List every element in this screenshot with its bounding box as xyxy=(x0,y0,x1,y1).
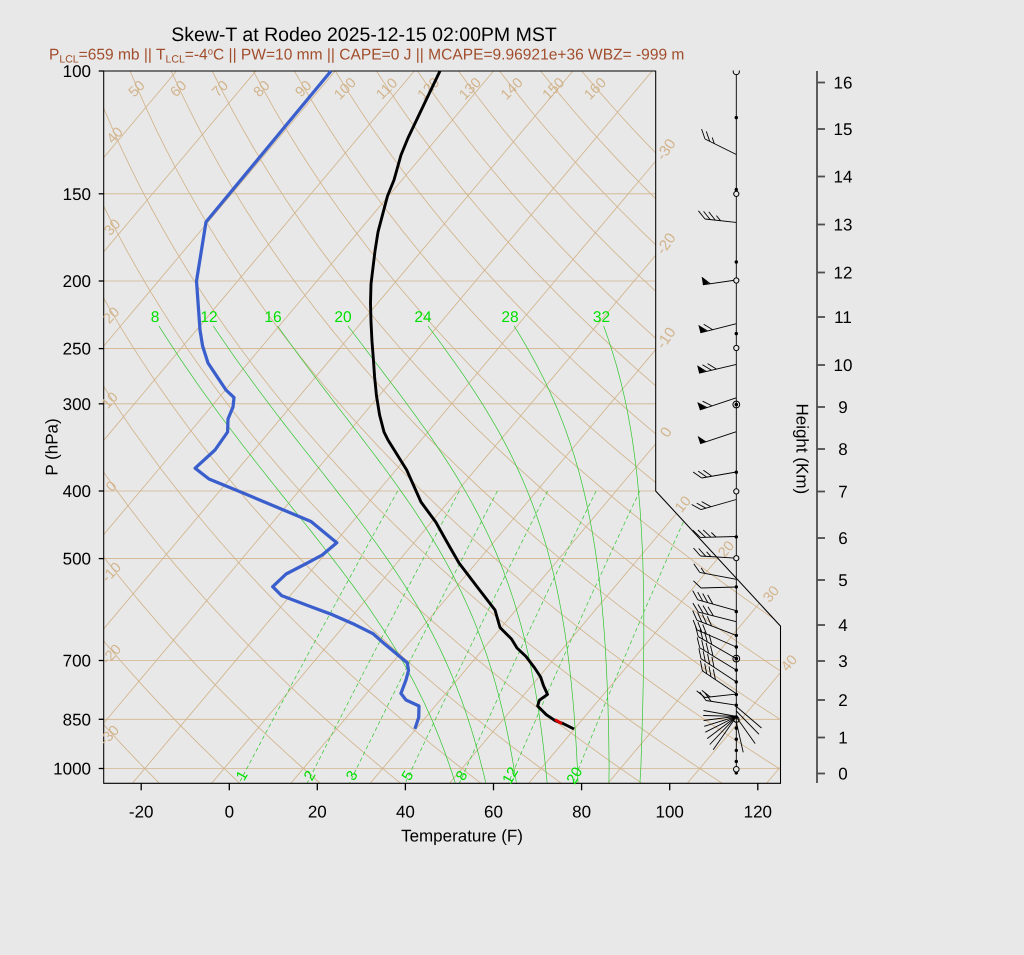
svg-text:Skew-T at Rodeo 2025-12-15 02:: Skew-T at Rodeo 2025-12-15 02:00PM MST xyxy=(171,24,557,46)
svg-text:13: 13 xyxy=(834,216,853,235)
svg-text:11: 11 xyxy=(834,308,852,327)
svg-text:Height (Km): Height (Km) xyxy=(792,403,811,494)
svg-text:8: 8 xyxy=(151,309,160,326)
svg-text:9: 9 xyxy=(838,398,847,417)
svg-text:10: 10 xyxy=(834,356,853,375)
svg-text:12: 12 xyxy=(200,309,217,326)
svg-text:24: 24 xyxy=(414,309,432,326)
svg-text:40: 40 xyxy=(396,803,415,822)
svg-text:0: 0 xyxy=(838,765,847,784)
svg-text:850: 850 xyxy=(63,710,91,729)
svg-text:15: 15 xyxy=(834,120,853,139)
svg-text:1000: 1000 xyxy=(53,760,91,779)
svg-text:16: 16 xyxy=(264,309,281,326)
svg-text:80: 80 xyxy=(572,803,591,822)
svg-text:P (hPa): P (hPa) xyxy=(43,418,62,475)
svg-text:1: 1 xyxy=(838,729,847,748)
svg-text:32: 32 xyxy=(593,309,610,326)
svg-text:200: 200 xyxy=(63,272,91,291)
svg-text:12: 12 xyxy=(834,264,853,283)
svg-text:60: 60 xyxy=(484,803,503,822)
svg-text:20: 20 xyxy=(308,803,327,822)
svg-text:28: 28 xyxy=(501,309,518,326)
svg-text:250: 250 xyxy=(63,340,91,359)
svg-text:100: 100 xyxy=(656,803,684,822)
svg-text:7: 7 xyxy=(838,483,847,502)
svg-text:500: 500 xyxy=(63,550,91,569)
svg-text:16: 16 xyxy=(834,74,853,93)
svg-text:PLCL=659 mb || TLCL=-4oC || PW: PLCL=659 mb || TLCL=-4oC || PW=10 mm || … xyxy=(49,47,684,66)
svg-text:-20: -20 xyxy=(129,803,154,822)
svg-text:300: 300 xyxy=(63,395,91,414)
svg-text:20: 20 xyxy=(334,309,352,326)
svg-text:3: 3 xyxy=(838,652,847,671)
svg-text:2: 2 xyxy=(838,691,847,710)
svg-text:4: 4 xyxy=(838,616,847,635)
svg-text:5: 5 xyxy=(838,571,847,590)
svg-text:Temperature (F): Temperature (F) xyxy=(401,827,523,846)
svg-text:150: 150 xyxy=(63,185,91,204)
svg-text:0: 0 xyxy=(225,803,234,822)
svg-text:8: 8 xyxy=(838,440,847,459)
svg-text:700: 700 xyxy=(63,652,91,671)
svg-text:400: 400 xyxy=(63,482,91,501)
svg-text:14: 14 xyxy=(834,168,853,187)
svg-text:120: 120 xyxy=(744,803,772,822)
svg-text:6: 6 xyxy=(838,529,847,548)
